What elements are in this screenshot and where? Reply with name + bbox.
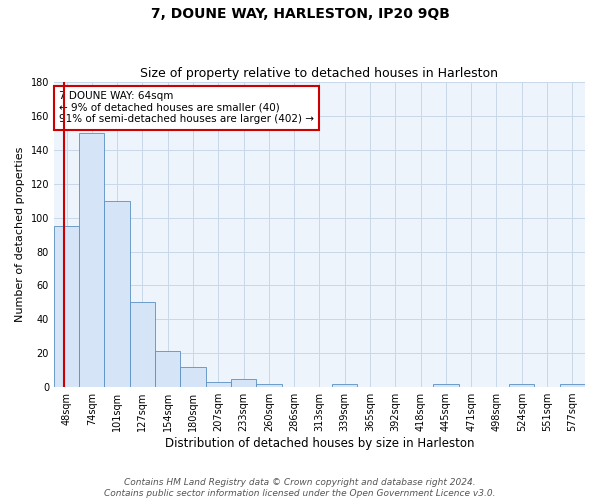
Text: Contains HM Land Registry data © Crown copyright and database right 2024.
Contai: Contains HM Land Registry data © Crown c… xyxy=(104,478,496,498)
Y-axis label: Number of detached properties: Number of detached properties xyxy=(15,147,25,322)
Bar xyxy=(206,382,231,387)
Text: 7, DOUNE WAY, HARLESTON, IP20 9QB: 7, DOUNE WAY, HARLESTON, IP20 9QB xyxy=(151,8,449,22)
Bar xyxy=(104,200,130,387)
Bar xyxy=(256,384,281,387)
Bar xyxy=(560,384,585,387)
Bar xyxy=(130,302,155,387)
Bar xyxy=(181,366,206,387)
Title: Size of property relative to detached houses in Harleston: Size of property relative to detached ho… xyxy=(140,66,499,80)
Bar xyxy=(54,226,79,387)
Bar xyxy=(332,384,358,387)
Bar xyxy=(433,384,458,387)
Text: 7 DOUNE WAY: 64sqm
← 9% of detached houses are smaller (40)
91% of semi-detached: 7 DOUNE WAY: 64sqm ← 9% of detached hous… xyxy=(59,91,314,124)
Bar xyxy=(79,133,104,387)
Bar xyxy=(231,378,256,387)
Bar xyxy=(155,352,181,387)
Bar xyxy=(509,384,535,387)
X-axis label: Distribution of detached houses by size in Harleston: Distribution of detached houses by size … xyxy=(165,437,474,450)
